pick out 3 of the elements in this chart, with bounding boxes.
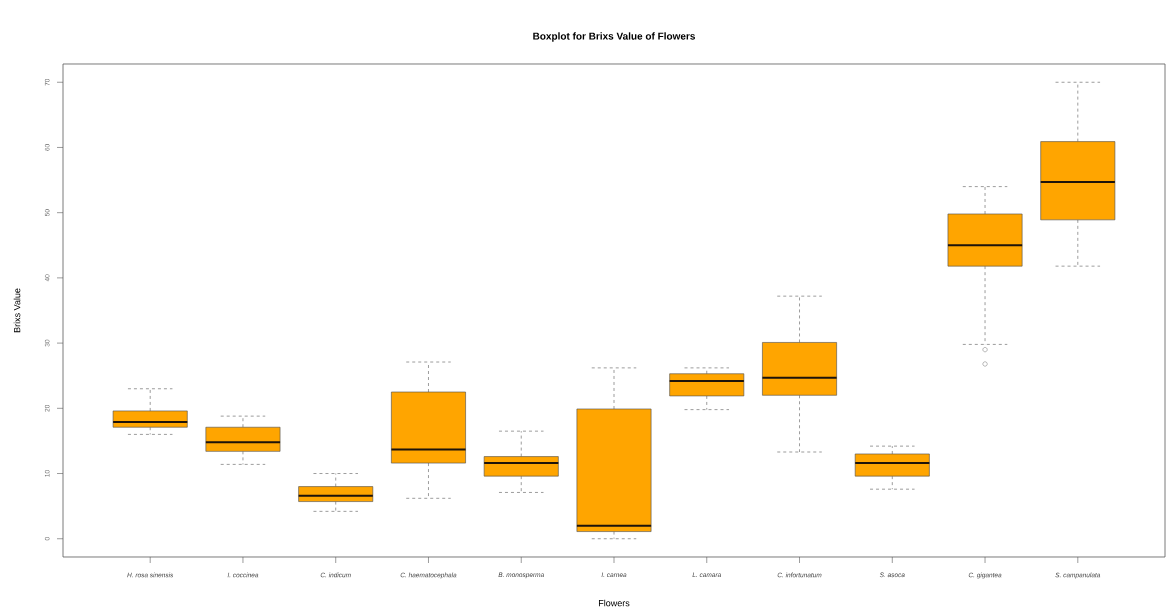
chart-title: Boxplot for Brixs Value of Flowers [533, 32, 695, 42]
y-axis-title: Brixs Value [13, 288, 21, 333]
x-axis-title: Flowers [598, 599, 630, 607]
